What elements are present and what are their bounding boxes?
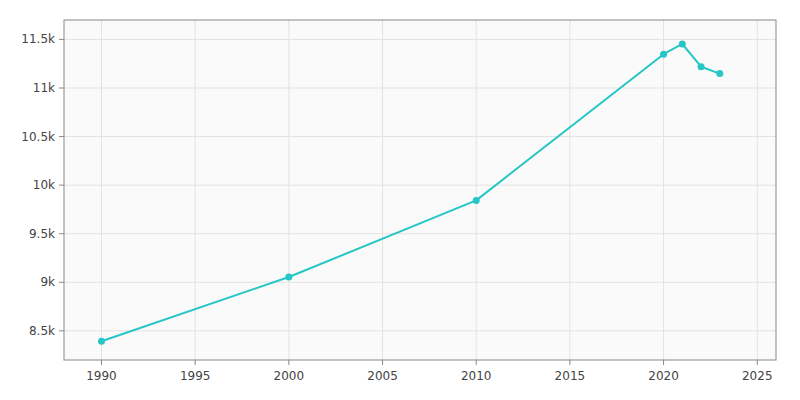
y-tick xyxy=(59,233,64,234)
line xyxy=(101,44,719,341)
x-tick-label: 2010 xyxy=(461,369,492,383)
y-grid-line xyxy=(64,233,776,234)
point xyxy=(716,70,723,77)
x-tick-label: 2005 xyxy=(367,369,398,383)
plot-area xyxy=(64,20,776,360)
x-tick xyxy=(101,360,102,365)
x-tick-label: 2000 xyxy=(274,369,305,383)
x-tick xyxy=(288,360,289,365)
point xyxy=(679,40,686,47)
y-tick-label: 11.5k xyxy=(21,32,55,46)
x-grid-line xyxy=(382,20,383,360)
y-tick-label: 10k xyxy=(33,178,55,192)
y-tick xyxy=(59,88,64,89)
x-tick-label: 2020 xyxy=(648,369,679,383)
axes: 1990 1995 2000 2005 2010 2015 2020 2025 8.5k 9k 9.… xyxy=(21,20,776,383)
y-tick xyxy=(59,185,64,186)
y-tick xyxy=(59,282,64,283)
x-grid-line xyxy=(569,20,570,360)
point xyxy=(660,51,667,58)
x-grid-line xyxy=(101,20,102,360)
y-tick-label: 10.5k xyxy=(21,130,55,144)
x-tick xyxy=(195,360,196,365)
y-grid-line xyxy=(64,136,776,137)
y-tick xyxy=(59,330,64,331)
y-grid-line xyxy=(64,185,776,186)
plot-frame xyxy=(64,20,776,360)
point xyxy=(473,197,480,204)
y-grid-line xyxy=(64,282,776,283)
x-grid-line xyxy=(476,20,477,360)
x-tick-label: 2025 xyxy=(742,369,773,383)
y-grid-line xyxy=(64,330,776,331)
x-tick-label: 1990 xyxy=(86,369,117,383)
series xyxy=(98,40,723,344)
point xyxy=(98,338,105,345)
y-tick xyxy=(59,136,64,137)
y-grid-line xyxy=(64,88,776,89)
x-tick xyxy=(569,360,570,365)
y-grid-line xyxy=(64,39,776,40)
point xyxy=(285,274,292,281)
y-tick-label: 11k xyxy=(33,81,55,95)
point xyxy=(698,63,705,70)
x-tick xyxy=(382,360,383,365)
chart: 1990 1995 2000 2005 2010 2015 2020 2025 8.5k 9k 9.… xyxy=(0,0,800,400)
x-tick xyxy=(663,360,664,365)
y-tick-label: 9.5k xyxy=(29,227,55,241)
x-tick xyxy=(476,360,477,365)
x-tick-label: 1995 xyxy=(180,369,211,383)
x-tick xyxy=(757,360,758,365)
y-tick-label: 8.5k xyxy=(29,324,55,338)
x-tick-label: 2015 xyxy=(555,369,586,383)
y-tick xyxy=(59,39,64,40)
x-grid-line xyxy=(757,20,758,360)
chart-container: 1990 1995 2000 2005 2010 2015 2020 2025 8.5k 9k 9.… xyxy=(0,0,800,400)
x-grid-line xyxy=(663,20,664,360)
grid xyxy=(64,20,776,360)
y-tick-label: 9k xyxy=(40,275,55,289)
x-grid-line xyxy=(288,20,289,360)
